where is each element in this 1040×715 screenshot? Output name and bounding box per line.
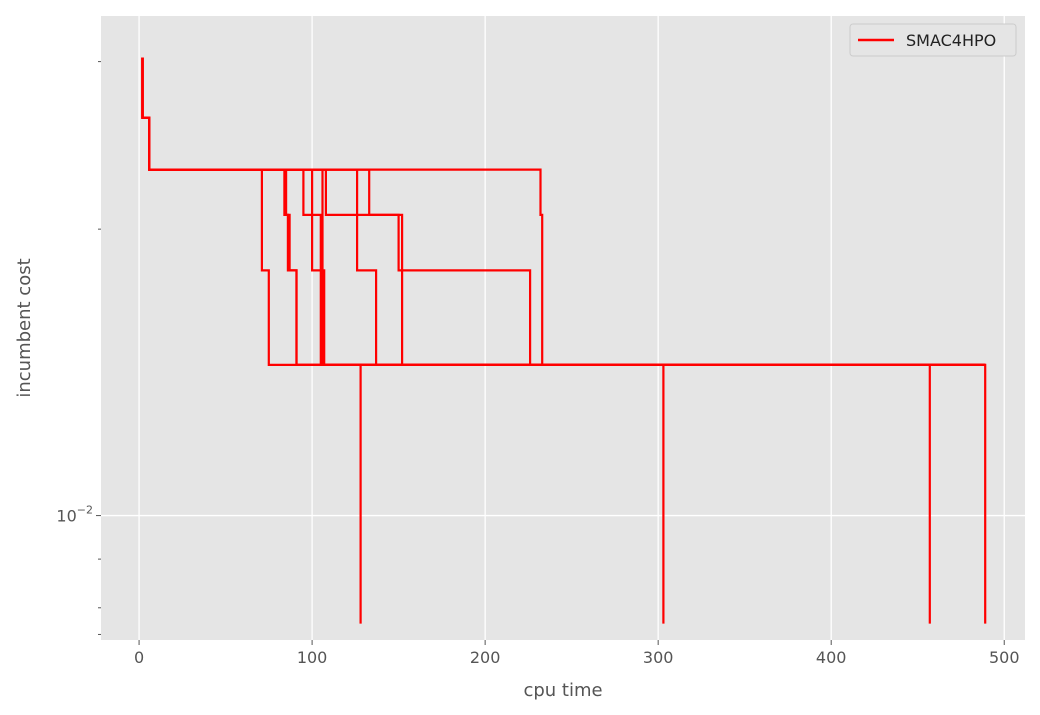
x-tick-label: 200: [470, 648, 501, 667]
x-tick-label: 100: [297, 648, 328, 667]
x-tick-label: 300: [643, 648, 674, 667]
y-axis-label: incumbent cost: [14, 258, 35, 397]
x-tick-label: 500: [989, 648, 1020, 667]
y-tick-label: 10−2: [56, 504, 93, 526]
x-tick-label: 400: [816, 648, 847, 667]
plot-background: [101, 16, 1025, 640]
x-tick-label: 0: [134, 648, 144, 667]
series-lines: [141, 57, 987, 624]
legend-box: [849, 23, 1017, 57]
axis-ticks: 0 100 200 300 400 500 10−2: [56, 61, 1020, 667]
legend: SMAC4HPO: [849, 23, 1017, 57]
grid: [101, 16, 1025, 640]
legend-label: SMAC4HPO: [906, 31, 996, 50]
series-line-10: [141, 57, 986, 366]
x-axis-label: cpu time: [523, 680, 602, 701]
